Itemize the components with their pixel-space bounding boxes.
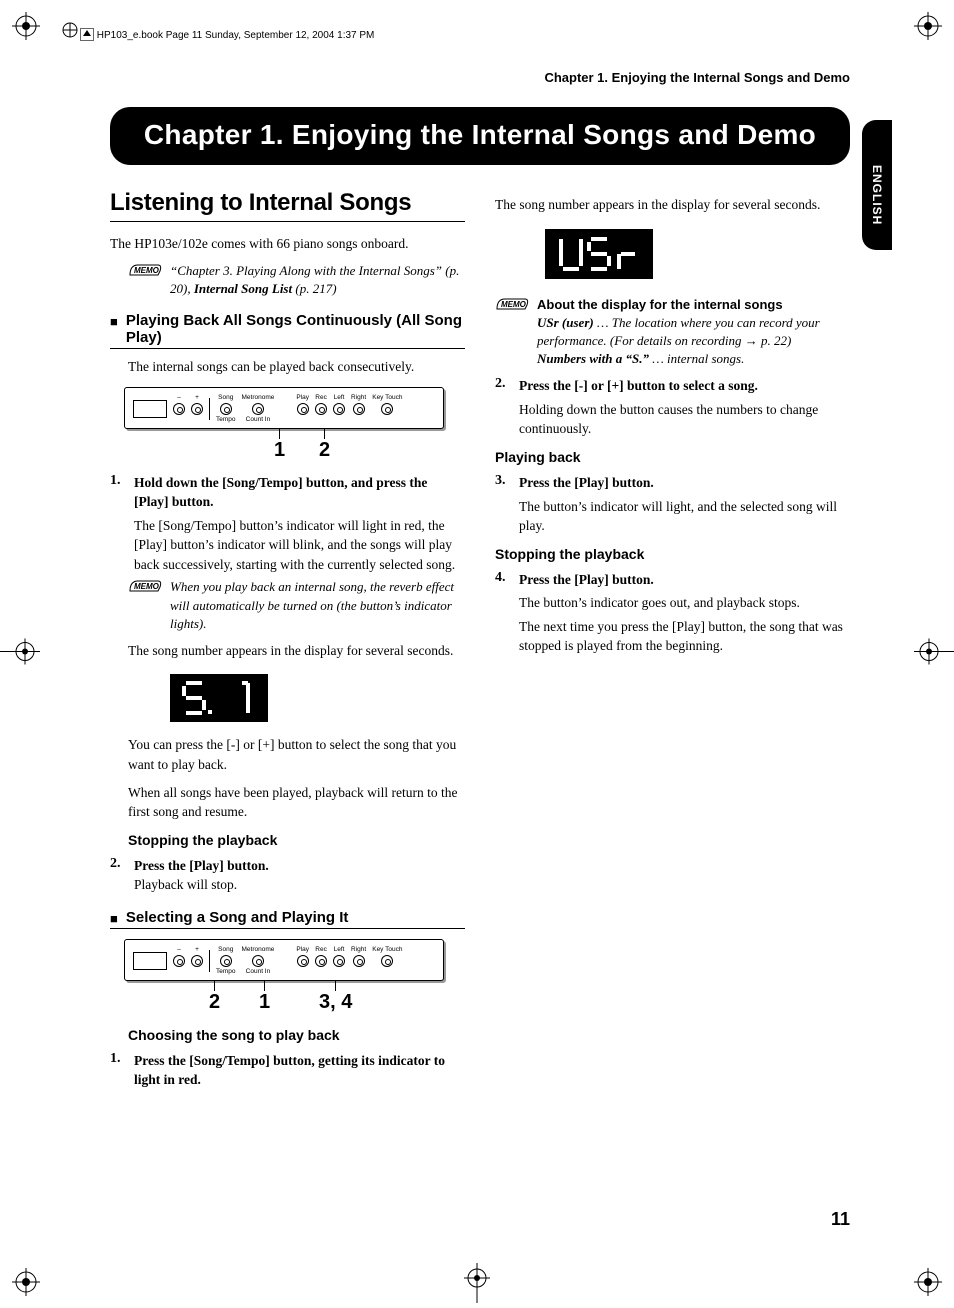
svg-text:MEMO: MEMO <box>134 582 160 591</box>
right-step-3: 3. Press the [Play] button. The button’s… <box>495 473 850 536</box>
lcd-display-2 <box>545 229 653 279</box>
h3-stopping-2: Stopping the playback <box>495 546 850 562</box>
book-meta-tag: HP103_e.book Page 11 Sunday, September 1… <box>80 29 374 42</box>
crop-mark-top-right <box>914 12 942 40</box>
memo3-numbers-label: Numbers with a “S.” <box>537 351 649 366</box>
subheading-all-song-play: ■ Playing Back All Songs Continuously (A… <box>110 312 465 346</box>
callout-2b: 2 <box>209 991 220 1014</box>
side-mark-left <box>0 637 40 672</box>
memo3-usr-label: USr (user) <box>537 315 594 330</box>
right-step-4-body-a: The button’s indicator goes out, and pla… <box>519 593 850 613</box>
after-lcd1-a: You can press the [-] or [+] button to s… <box>128 735 465 774</box>
right-top-text: The song number appears in the display f… <box>495 195 850 215</box>
step-1-body: The [Song/Tempo] button’s indicator will… <box>134 516 465 575</box>
page-content: Chapter 1. Enjoying the Internal Songs a… <box>110 60 850 1230</box>
right-column: The song number appears in the display f… <box>495 189 850 1094</box>
memo-icon: MEMO <box>128 263 162 282</box>
h3-playing-back: Playing back <box>495 449 850 465</box>
square-bullet-icon: ■ <box>110 911 118 926</box>
callout-1b: 1 <box>259 991 270 1014</box>
step-1: 1. Hold down the [Song/Tempo] button, an… <box>110 473 465 575</box>
step-2-lead: Press the [Play] button. <box>134 856 465 876</box>
right-step-4: 4. Press the [Play] button. The button’s… <box>495 570 850 656</box>
lcd-display-1 <box>170 674 268 722</box>
side-mark-bottom <box>462 1263 492 1308</box>
step-1-lead: Hold down the [Song/Tempo] button, and p… <box>134 473 465 512</box>
memo3-numbers-desc: … internal songs. <box>649 351 744 366</box>
square-bullet-icon: ■ <box>110 314 118 329</box>
h3-stopping-1: Stopping the playback <box>128 832 465 848</box>
left-column: Listening to Internal Songs The HP103e/1… <box>110 189 465 1094</box>
panel-figure-2: – + SongTempo MetronomeCount In Play Rec… <box>124 939 444 1017</box>
memo-icon: MEMO <box>128 579 162 598</box>
page-number: 11 <box>831 1209 850 1230</box>
language-tab: ENGLISH <box>862 120 892 250</box>
subheading-rule <box>110 928 465 929</box>
chapter-title-banner: Chapter 1. Enjoying the Internal Songs a… <box>110 107 850 165</box>
after-memo2-text: The song number appears in the display f… <box>128 641 465 661</box>
step-choose-1: 1. Press the [Song/Tempo] button, gettin… <box>110 1051 465 1090</box>
memo3-title: About the display for the internal songs <box>537 297 783 312</box>
crop-mark-bottom-left <box>12 1268 40 1296</box>
panel-display-icon <box>133 952 167 970</box>
running-head: Chapter 1. Enjoying the Internal Songs a… <box>110 70 850 85</box>
side-mark-right <box>914 637 954 672</box>
memo-icon: MEMO <box>495 297 529 316</box>
svg-text:MEMO: MEMO <box>501 300 527 309</box>
h2a-body: The internal songs can be played back co… <box>128 357 465 377</box>
side-mark-top-icon <box>62 22 78 43</box>
panel-display-icon <box>133 400 167 418</box>
crop-mark-bottom-right <box>914 1268 942 1296</box>
memo-block-3: MEMO About the display for the internal … <box>495 296 850 369</box>
right-step-3-body: The button’s indicator will light, and t… <box>519 497 850 536</box>
right-step-3-lead: Press the [Play] button. <box>519 473 850 493</box>
right-step-2-lead: Press the [-] or [+] button to select a … <box>519 376 850 396</box>
after-lcd1-b: When all songs have been played, playbac… <box>128 783 465 822</box>
section-heading-listening: Listening to Internal Songs <box>110 189 465 222</box>
step-2-body: Playback will stop. <box>134 875 465 895</box>
memo-2-text: When you play back an internal song, the… <box>170 578 465 633</box>
memo-text: “Chapter 3. Playing Along with the Inter… <box>170 262 465 298</box>
svg-text:MEMO: MEMO <box>134 266 160 275</box>
right-step-2-body: Holding down the button causes the numbe… <box>519 400 850 439</box>
subheading-rule <box>110 348 465 349</box>
subheading-selecting-song: ■ Selecting a Song and Playing It <box>110 909 465 926</box>
crop-mark-top-left <box>12 12 40 40</box>
right-step-2: 2. Press the [-] or [+] button to select… <box>495 376 850 439</box>
step-choose-1-lead: Press the [Song/Tempo] button, getting i… <box>134 1051 465 1090</box>
callout-2: 2 <box>319 439 330 462</box>
panel-figure-1: – + SongTempo MetronomeCount In Play Rec… <box>124 387 444 465</box>
callout-1: 1 <box>274 439 285 462</box>
callout-34: 3, 4 <box>319 991 352 1014</box>
step-2: 2. Press the [Play] button. Playback wil… <box>110 856 465 895</box>
intro-text: The HP103e/102e comes with 66 piano song… <box>110 234 465 254</box>
h3-choosing-song: Choosing the song to play back <box>128 1027 465 1043</box>
right-step-4-body-b: The next time you press the [Play] butto… <box>519 617 850 656</box>
right-step-4-lead: Press the [Play] button. <box>519 570 850 590</box>
memo-block-2: MEMO When you play back an internal song… <box>128 578 465 633</box>
memo-block-1: MEMO “Chapter 3. Playing Along with the … <box>128 262 465 298</box>
